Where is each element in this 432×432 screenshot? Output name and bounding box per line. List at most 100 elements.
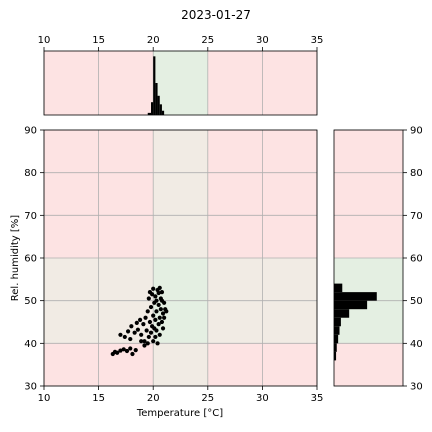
scatter-point — [141, 322, 146, 327]
scatter-point — [160, 311, 166, 316]
y-tick-label: 50 — [24, 296, 37, 307]
scatter-point — [145, 309, 150, 314]
humidity-hist-bar — [334, 292, 377, 301]
top-tick-label: 15 — [92, 35, 105, 46]
scatter-point — [133, 348, 138, 353]
scatter-point — [142, 339, 147, 344]
humidity-hist-bar — [334, 309, 350, 318]
scatter-point — [154, 328, 159, 333]
humidity-hist-bar — [334, 317, 341, 327]
temperature-hist-bar — [155, 83, 158, 115]
top-tick-label: 20 — [147, 35, 160, 46]
right-tick-label: 80 — [410, 168, 423, 179]
top-tick-label: 25 — [201, 35, 214, 46]
scatter-point — [157, 332, 162, 337]
top-tick-label: 35 — [311, 35, 324, 46]
scatter-point — [155, 341, 160, 346]
temperature-hist-bar — [153, 56, 156, 115]
y-axis-label: Rel. humidity [%] — [10, 215, 21, 302]
scatter-point — [118, 348, 123, 353]
humidity-hist-bar — [334, 334, 339, 344]
y-tick-label: 30 — [24, 382, 37, 393]
scatter-point — [135, 327, 141, 332]
scatter-point — [146, 296, 151, 301]
right-tick-label: 50 — [410, 296, 423, 307]
scatter-point — [159, 319, 165, 325]
top-comfort-band — [153, 51, 208, 115]
scatter-point — [132, 330, 137, 335]
scatter-point — [158, 307, 163, 312]
y-tick-label: 60 — [24, 254, 37, 265]
scatter-point — [144, 328, 149, 333]
scatter-point — [156, 302, 161, 308]
temperature-hist-bar — [161, 110, 165, 115]
humidity-hist-bar — [334, 283, 343, 293]
right-tick-label: 90 — [410, 126, 423, 137]
scatter-point — [121, 347, 126, 352]
scatter-point — [153, 294, 158, 299]
scatter-point — [157, 285, 162, 290]
scatter-point — [154, 309, 159, 314]
scatter-point — [148, 330, 154, 335]
right-tick-label: 30 — [410, 382, 423, 393]
humidity-hist-bar — [334, 343, 337, 352]
right-tick-label: 40 — [410, 339, 423, 350]
scatter-point — [148, 304, 154, 310]
x-tick-label: 30 — [256, 393, 269, 404]
scatter-point — [134, 320, 139, 325]
scatter-point — [153, 317, 158, 322]
x-tick-label: 25 — [201, 393, 214, 404]
scatter-point — [160, 326, 166, 331]
scatter-point — [162, 315, 167, 320]
scatter-point — [137, 317, 143, 322]
scatter-point — [128, 346, 133, 351]
scatter-point — [156, 290, 161, 296]
right-tick-label: 70 — [410, 211, 423, 222]
scatter-point — [129, 324, 134, 329]
scatter-point — [151, 339, 156, 344]
scatter-point — [151, 313, 156, 318]
x-tick-label: 35 — [311, 393, 324, 404]
y-tick-label: 80 — [24, 168, 37, 179]
scatter-point — [147, 319, 153, 325]
scatter-point — [130, 351, 135, 357]
x-axis-label: Temperature [°C] — [136, 408, 223, 419]
scatter-point — [139, 332, 144, 337]
humidity-hist-bar — [334, 326, 340, 335]
scatter-point — [145, 341, 150, 346]
scatter-point — [143, 315, 148, 320]
x-tick-label: 15 — [92, 393, 105, 404]
scatter-point — [156, 322, 161, 327]
scatter-point — [122, 334, 127, 340]
scatter-point — [159, 298, 165, 303]
temperature-hist-bar — [157, 95, 160, 115]
top-tick-label: 10 — [38, 35, 51, 46]
scatter-point — [142, 343, 147, 348]
top-frame — [43, 50, 318, 116]
scatter-point — [159, 290, 165, 295]
y-tick-label: 40 — [24, 339, 37, 350]
temperature-hist-bar — [151, 102, 154, 115]
temperature-hist-bar — [147, 112, 152, 115]
scatter-point — [118, 332, 123, 337]
humidity-histogram-panel: 30 40 50 60 70 80 90 — [333, 126, 423, 393]
scatter-point — [151, 286, 156, 291]
scatter-point — [115, 350, 120, 355]
scatter-point — [164, 309, 169, 314]
humidity-hist-bar — [334, 300, 368, 310]
scatter-point — [150, 292, 155, 297]
x-tick-label: 10 — [38, 393, 51, 404]
top-tick-label: 30 — [256, 35, 269, 46]
scatter-point — [128, 336, 133, 342]
scatter-point — [125, 329, 131, 334]
scatter-point — [154, 298, 159, 303]
y-tick-label: 70 — [24, 211, 37, 222]
chart-title: 2023-01-27 — [181, 8, 251, 22]
temperature-hist-bar — [159, 104, 162, 115]
right-tick-label: 60 — [410, 254, 423, 265]
scatter-point — [157, 315, 162, 320]
humidity-hist-bar — [334, 351, 337, 361]
scatter-point — [153, 334, 158, 340]
scatter-point — [146, 334, 151, 340]
